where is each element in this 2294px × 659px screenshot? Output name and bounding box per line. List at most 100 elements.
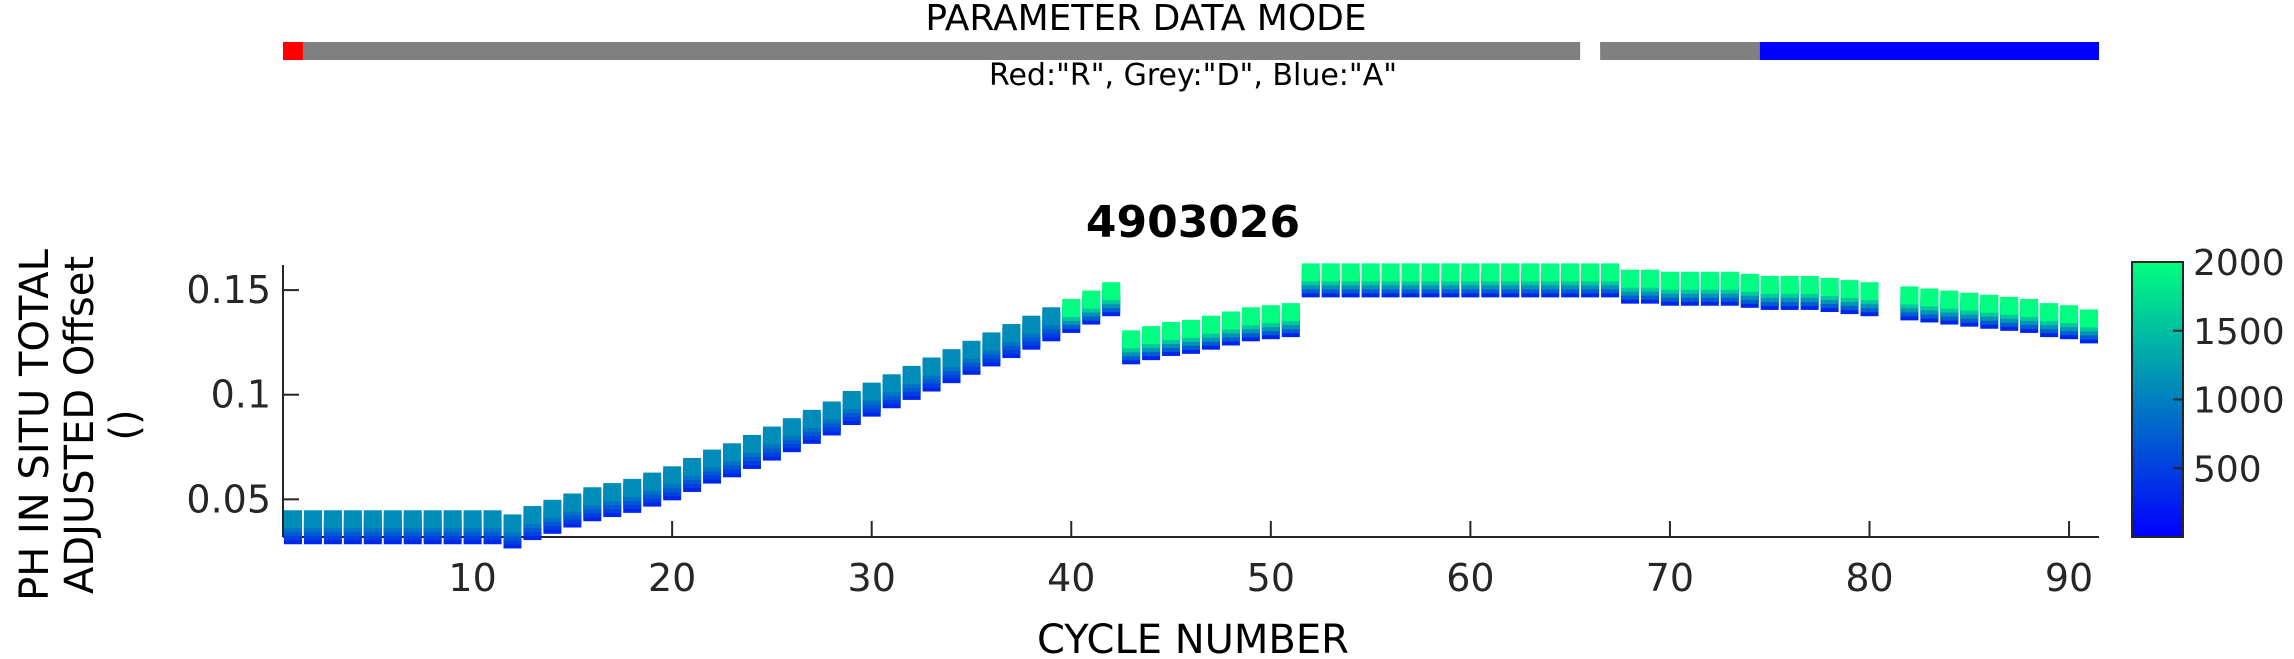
profile-marker-layer bbox=[343, 510, 362, 529]
profile-marker-layer bbox=[403, 510, 422, 529]
chart: 4903026 PH IN SITU TOTAL ADJUSTED Offset… bbox=[12, 197, 2285, 659]
profile-marker-layer bbox=[623, 478, 642, 497]
profile-marker bbox=[1800, 275, 1819, 310]
profile-marker-layer bbox=[1820, 278, 1839, 297]
x-tick-label: 40 bbox=[1047, 556, 1095, 600]
profile-marker bbox=[1381, 263, 1400, 298]
profile-marker-layer bbox=[303, 510, 322, 529]
profile-marker-layer bbox=[1182, 319, 1200, 338]
profile-marker bbox=[1740, 273, 1759, 308]
x-tick-label: 20 bbox=[648, 556, 696, 600]
profile-marker-layer bbox=[1421, 263, 1440, 282]
profile-marker bbox=[443, 510, 462, 545]
profile-marker-layer bbox=[1142, 326, 1161, 345]
axes: 10 20 30 40 50 60 70 80 90 0.05 0.1 0.15 bbox=[186, 265, 2099, 600]
profile-marker-layer bbox=[902, 365, 921, 384]
profile-marker bbox=[523, 506, 542, 541]
profile-marker bbox=[583, 487, 602, 522]
profile-marker bbox=[1002, 324, 1021, 359]
profile-marker-layer bbox=[1720, 271, 1739, 290]
profile-marker bbox=[1980, 294, 1999, 329]
profile-marker bbox=[1281, 303, 1300, 338]
profile-marker-layer bbox=[1102, 282, 1121, 301]
profile-marker-layer bbox=[583, 487, 602, 506]
profile-marker-layer bbox=[423, 510, 442, 529]
x-tick-label: 30 bbox=[848, 556, 896, 600]
profile-marker bbox=[1621, 269, 1640, 304]
profile-marker bbox=[1940, 290, 1959, 325]
profile-marker-layer bbox=[1122, 330, 1141, 349]
profile-marker bbox=[742, 434, 761, 469]
profile-marker-layer bbox=[1840, 280, 1859, 299]
profile-marker-layer bbox=[1521, 263, 1540, 282]
profile-marker bbox=[723, 443, 742, 478]
profile-marker bbox=[1221, 311, 1240, 346]
profile-marker bbox=[2060, 305, 2079, 340]
profile-marker-layer bbox=[1002, 324, 1021, 343]
profile-marker bbox=[1062, 298, 1081, 333]
profile-marker-layer bbox=[563, 493, 582, 512]
profile-marker bbox=[1042, 307, 1061, 342]
profile-marker bbox=[2080, 309, 2099, 344]
profile-marker-layer bbox=[842, 391, 861, 409]
profile-marker bbox=[1660, 271, 1679, 306]
profile-marker-layer bbox=[1381, 263, 1400, 282]
profile-marker bbox=[2000, 296, 2019, 331]
profile-marker-layer bbox=[782, 418, 801, 437]
x-tick-label: 80 bbox=[1845, 556, 1893, 600]
data-mode-segment-A bbox=[1759, 42, 2099, 60]
profile-marker-layer bbox=[1241, 307, 1260, 326]
y-tick-label: 0.1 bbox=[211, 373, 271, 417]
profile-marker-layer bbox=[1062, 298, 1081, 317]
profile-marker-layer bbox=[922, 357, 941, 376]
profile-marker-layer bbox=[383, 510, 402, 529]
profile-marker bbox=[1820, 278, 1839, 313]
profile-marker bbox=[1122, 330, 1141, 365]
profile-marker-layer bbox=[1022, 315, 1041, 334]
profile-marker bbox=[1481, 263, 1500, 298]
colorbar-tick-label: 1000 bbox=[2193, 381, 2285, 422]
profile-marker-layer bbox=[2060, 305, 2079, 324]
profile-marker-layer bbox=[1920, 288, 1939, 307]
profile-marker-layer bbox=[1541, 263, 1560, 282]
profile-marker-layer bbox=[1461, 263, 1480, 282]
profile-marker-layer bbox=[962, 340, 981, 359]
profile-marker bbox=[1860, 282, 1879, 317]
profile-marker-layer bbox=[1621, 269, 1640, 288]
profile-marker-layer bbox=[1680, 271, 1699, 290]
y-tick-label: 0.15 bbox=[186, 268, 271, 312]
profile-marker bbox=[1720, 271, 1739, 306]
profile-marker-layer bbox=[1940, 290, 1959, 309]
profile-marker bbox=[643, 472, 662, 507]
profile-marker-layer bbox=[1980, 294, 1999, 313]
profile-marker bbox=[703, 449, 722, 484]
profile-marker-layer bbox=[1341, 263, 1360, 282]
profile-marker-layer bbox=[2000, 296, 2019, 315]
x-axis-label: CYCLE NUMBER bbox=[1037, 617, 1349, 659]
profile-marker bbox=[2040, 303, 2059, 338]
profile-marker bbox=[1182, 319, 1200, 354]
profile-marker bbox=[1840, 280, 1859, 315]
profile-marker-layer bbox=[1900, 286, 1919, 305]
profile-marker bbox=[623, 478, 642, 513]
colorbar-tick-label: 2000 bbox=[2193, 243, 2285, 284]
profile-marker-layer bbox=[363, 510, 382, 529]
data-markers bbox=[283, 263, 2099, 549]
colorbar-tick-label: 500 bbox=[2193, 449, 2262, 490]
profile-marker bbox=[543, 499, 562, 534]
profile-marker bbox=[483, 510, 502, 545]
data-mode-title: PARAMETER DATA MODE bbox=[925, 0, 1366, 39]
profile-marker bbox=[1162, 321, 1181, 356]
profile-marker-layer bbox=[443, 510, 462, 529]
profile-marker bbox=[663, 466, 682, 501]
profile-marker bbox=[343, 510, 362, 545]
data-mode-segment-R bbox=[283, 42, 303, 60]
profile-marker-layer bbox=[1401, 263, 1420, 282]
profile-marker bbox=[2020, 298, 2039, 333]
profile-marker bbox=[1700, 271, 1719, 306]
profile-marker-layer bbox=[723, 443, 742, 462]
profile-marker-layer bbox=[1760, 275, 1779, 294]
profile-marker bbox=[1201, 315, 1220, 350]
profile-marker-layer bbox=[1221, 311, 1240, 330]
